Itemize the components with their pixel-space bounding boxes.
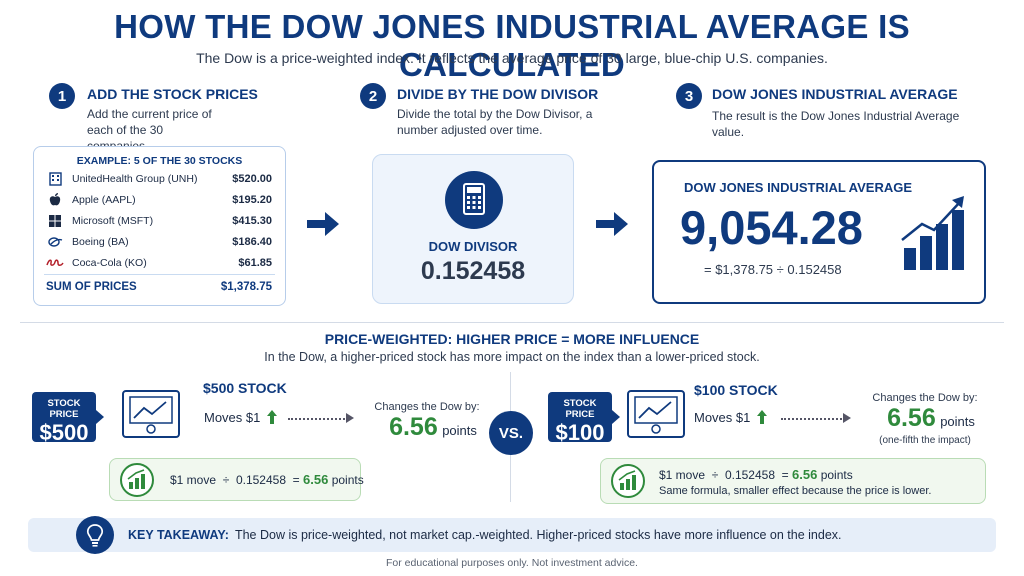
formula-text: $1 move ÷ 0.152458 = [659, 468, 789, 482]
formula-result: 6.56 [792, 467, 818, 482]
result-value: 9,054.28 [680, 201, 863, 254]
badge-label: STOCK PRICE [563, 398, 597, 420]
price-weighted-title: PRICE-WEIGHTED: HIGHER PRICE = MORE INFL… [324, 331, 700, 347]
calculator-icon [445, 171, 503, 229]
divisor-box: DOW DIVISOR 0.152458 [372, 154, 574, 304]
left-formula-box: $1 move ÷ 0.152458 = 6.56 points [109, 458, 364, 501]
left-formula: $1 move ÷ 0.152458 = 6.56 points [170, 472, 364, 487]
step-2-number: 2 [360, 83, 386, 109]
key-takeaway-bar: KEY TAKEAWAY: The Dow is price-weighted, … [28, 516, 996, 554]
growth-chart-icon [120, 463, 154, 497]
stock-price: $195.20 [232, 194, 272, 206]
step-2-title: DIVIDE BY THE DOW DIVISOR [397, 86, 599, 102]
right-formula-box: $1 move ÷ 0.152458 = 6.56 points Same fo… [600, 458, 986, 504]
right-moves-label: Moves $1 [694, 409, 751, 425]
page-title: HOW THE DOW JONES INDUSTRIAL AVERAGE IS … [114, 8, 910, 83]
right-impact-note: (one-fifth the impact) [879, 435, 971, 446]
sum-row: SUM OF PRICES $1,378.75 [46, 281, 272, 293]
example-stocks-card: EXAMPLE: 5 OF THE 30 STOCKS UnitedHealth… [33, 146, 286, 306]
stock-price-badge-100: STOCK PRICE $100 [548, 392, 620, 445]
stock-price: $520.00 [232, 173, 272, 185]
left-points-value: 6.56 [389, 413, 438, 441]
right-points: 6.56 points [866, 404, 996, 433]
left-moves-label: Moves $1 [204, 409, 261, 425]
arrow-head-icon [346, 413, 354, 423]
result-label: DOW JONES INDUSTRIAL AVERAGE [684, 180, 913, 195]
badge-label: STOCK PRICE [47, 398, 81, 420]
stock-name: Coca-Cola (KO) [72, 257, 147, 269]
building-icon [46, 172, 64, 186]
example-title: EXAMPLE: 5 OF THE 30 STOCKS [76, 155, 243, 167]
price-weighted-subtitle: In the Dow, a higher-priced stock has mo… [264, 350, 760, 364]
badge-value: $100 [555, 420, 605, 445]
right-points-unit: points [940, 414, 975, 429]
dow-result-box: DOW JONES INDUSTRIAL AVERAGE 9,054.28 = … [652, 160, 986, 304]
right-formula-note: Same formula, smaller effect because the… [659, 485, 932, 497]
stock-price: $61.85 [238, 257, 272, 269]
footer-disclaimer: For educational purposes only. Not inves… [386, 557, 638, 569]
boeing-icon [46, 236, 64, 248]
formula-unit: points [820, 468, 853, 482]
formula-text: $1 move ÷ 0.152458 = [170, 473, 300, 487]
right-points-value: 6.56 [887, 404, 936, 432]
section-divider [20, 322, 1004, 323]
result-formula: = $1,378.75 ÷ 0.152458 [704, 262, 842, 277]
up-arrow-icon [757, 410, 768, 424]
takeaway-text-line: KEY TAKEAWAY: The Dow is price-weighted, … [128, 528, 842, 542]
divider [44, 274, 275, 275]
stock-row: UnitedHealth Group (UNH) $520.00 [46, 169, 272, 189]
stock-name: Boeing (BA) [72, 236, 129, 248]
dotted-arrow [288, 418, 348, 420]
arrow-right-icon [307, 212, 339, 236]
stock-name: Microsoft (MSFT) [72, 215, 154, 227]
takeaway-text: The Dow is price-weighted, not market ca… [234, 528, 842, 542]
formula-unit: points [331, 473, 364, 487]
stock-name: UnitedHealth Group (UNH) [72, 173, 198, 185]
divisor-label: DOW DIVISOR [428, 239, 518, 254]
growth-chart-icon [611, 464, 645, 498]
bar-chart-growth-icon [901, 196, 964, 270]
stock-row: Apple (AAPL) $195.20 [46, 190, 272, 210]
dotted-arrow [781, 418, 845, 420]
apple-icon [46, 193, 64, 207]
stock-price: $186.40 [232, 236, 272, 248]
stock-row: Boeing (BA) $186.40 [46, 232, 272, 252]
stock-price-badge-500: STOCK PRICE $500 [32, 392, 104, 445]
stock-row: Coca-Cola (KO) $61.85 [46, 253, 272, 273]
stock-certificate-icon [122, 390, 180, 438]
vs-badge: VS. [489, 411, 533, 455]
stock-row: Microsoft (MSFT) $415.30 [46, 211, 272, 231]
left-points-unit: points [442, 423, 477, 438]
windows-icon [46, 215, 64, 227]
step-3-title: DOW JONES INDUSTRIAL AVERAGE [712, 86, 958, 102]
right-changes-label: Changes the Dow by: [872, 392, 978, 404]
takeaway-label: KEY TAKEAWAY: [128, 528, 229, 542]
step-1-number: 1 [49, 83, 75, 109]
step-2-desc: Divide the total by the Dow Divisor, a n… [397, 107, 593, 137]
left-stock-title: $500 STOCK [203, 380, 287, 396]
page-subtitle: The Dow is a price-weighted index. It re… [196, 50, 828, 66]
right-stock-title: $100 STOCK [694, 382, 778, 398]
step-1-title: ADD THE STOCK PRICES [87, 86, 258, 102]
left-points: 6.56 points [378, 413, 488, 442]
left-changes-label: Changes the Dow by: [374, 401, 480, 413]
arrow-head-icon [843, 413, 851, 423]
right-moves: Moves $1 [694, 409, 768, 425]
up-arrow-icon [267, 410, 278, 424]
stock-certificate-icon [627, 390, 685, 438]
cocacola-icon [46, 258, 64, 268]
right-formula: $1 move ÷ 0.152458 = 6.56 points [659, 467, 853, 482]
divisor-value: 0.152458 [420, 257, 526, 285]
stock-price: $415.30 [232, 215, 272, 227]
stock-name: Apple (AAPL) [72, 194, 136, 206]
sum-value: $1,378.75 [220, 281, 272, 293]
sum-label: SUM OF PRICES [46, 281, 137, 293]
formula-result: 6.56 [303, 472, 329, 487]
step-3-desc: The result is the Dow Jones Industrial A… [712, 109, 960, 139]
step-3-number: 3 [676, 83, 702, 109]
left-moves: Moves $1 [204, 409, 278, 425]
arrow-right-icon [596, 212, 628, 236]
badge-value: $500 [39, 420, 89, 445]
lightbulb-icon [76, 516, 114, 554]
